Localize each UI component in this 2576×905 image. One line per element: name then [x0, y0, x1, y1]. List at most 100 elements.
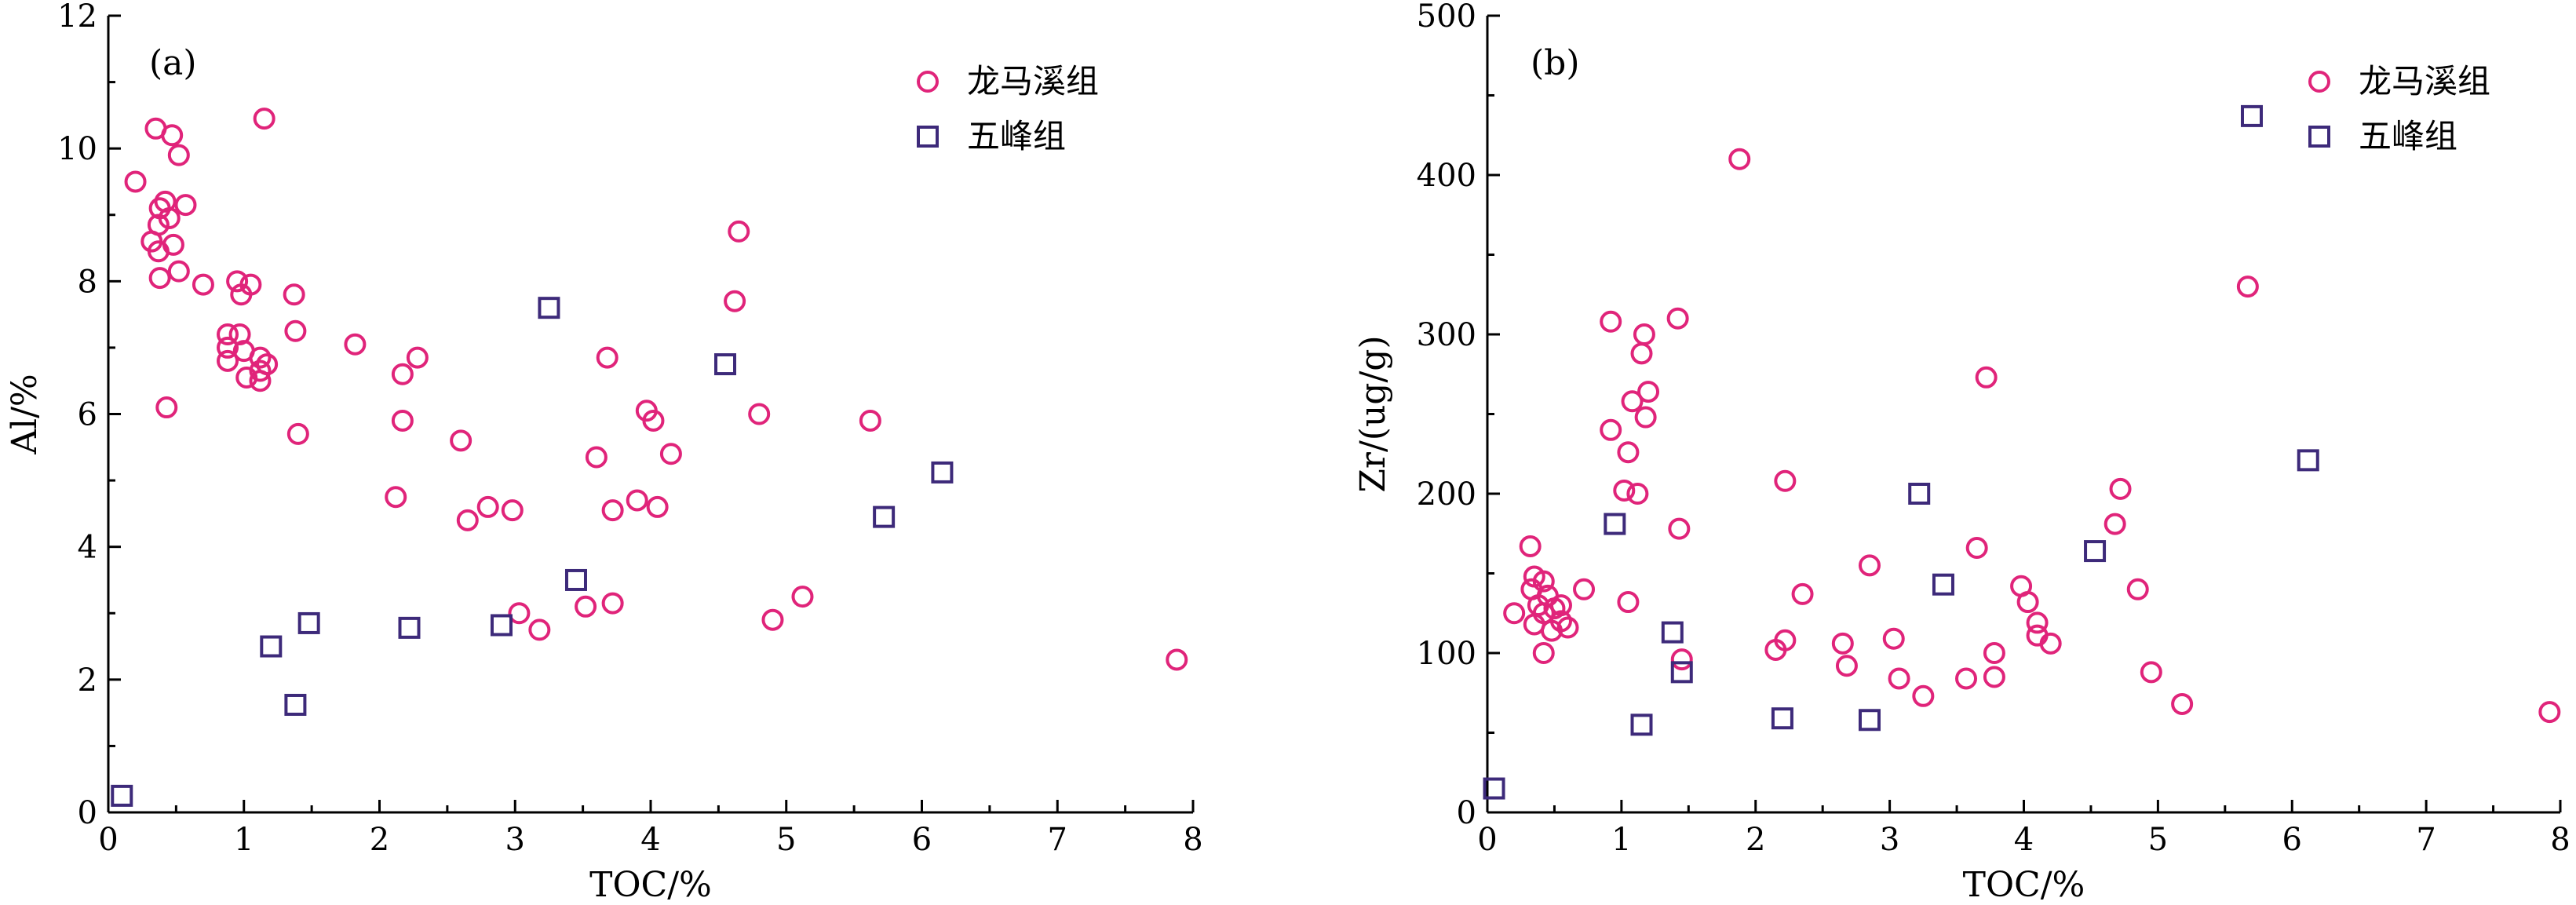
a-data-point [626, 489, 648, 512]
b-x-tick-label: 3 [1880, 822, 1899, 858]
a-data-point [286, 422, 309, 445]
b-data-point [1670, 648, 1693, 671]
b-data-point [2538, 701, 2561, 724]
a-data-point [284, 693, 307, 716]
a-x-tick-label: 0 [98, 822, 118, 858]
a-data-point [456, 509, 479, 531]
a-y-tick-label: 4 [78, 530, 97, 566]
b-data-point [1932, 573, 1954, 596]
b-data-point [1983, 666, 2005, 688]
a-y-axis-title: Al/% [5, 374, 45, 454]
b-data-point [1633, 323, 1655, 345]
a-x-tick-label: 6 [912, 822, 932, 858]
a-data-point [398, 616, 421, 639]
a-x-tick-label: 8 [1183, 822, 1202, 858]
b-data-point [2109, 477, 2132, 500]
b-data-point [2126, 578, 2149, 600]
b-data-point [1835, 655, 1858, 677]
b-y-tick-label: 400 [1417, 158, 1476, 194]
a-data-point [490, 614, 513, 637]
b-data-point [1637, 381, 1660, 403]
a-data-point [155, 396, 178, 419]
a-data-point [167, 144, 190, 166]
b-data-point [2297, 449, 2319, 472]
a-x-tick-label: 7 [1048, 822, 1067, 858]
a-data-point [283, 283, 305, 306]
b-data-point [1503, 602, 1526, 625]
a-data-point [642, 409, 665, 432]
b-data-point [1613, 479, 1636, 502]
a-data-point [538, 297, 560, 319]
a-data-point [450, 429, 473, 452]
a-data-point [728, 220, 750, 243]
b-x-axis-title: TOC/% [1963, 865, 2085, 905]
b-data-point [1774, 629, 1797, 651]
a-x-tick-label: 3 [505, 822, 525, 858]
b-x-tick-label: 4 [2014, 822, 2034, 858]
a-data-point [297, 611, 320, 634]
a-y-tick-label: 10 [57, 131, 97, 167]
b-data-point [1858, 709, 1881, 732]
panel-b-zr-vs-toc: 0 100 200 300 400 500 0 1 2 3 4 5 6 7 8 TOC/% Zr/(ug/g) (… [1353, 0, 2571, 905]
a-x-tick-label: 4 [640, 822, 660, 858]
a-data-point [235, 366, 258, 389]
a-data-point [406, 346, 429, 369]
a-data-point [391, 409, 414, 432]
a-data-point [147, 240, 170, 263]
b-x-tick-label: 0 [1477, 822, 1497, 858]
a-data-point [260, 635, 283, 658]
a-data-point [564, 568, 587, 591]
b-data-point [1666, 307, 1689, 330]
a-data-point [575, 595, 597, 618]
b-data-point [1600, 418, 1622, 441]
b-x-tick-label: 5 [2148, 822, 2168, 858]
a-y-tick-label: 2 [78, 662, 97, 699]
b-legend-marker [2308, 126, 2330, 148]
b-data-point [1630, 342, 1653, 365]
a-legend-marker [917, 126, 939, 148]
b-data-point [1831, 632, 1854, 655]
b-data-point [1532, 642, 1555, 664]
b-data-point [1791, 582, 1814, 605]
b-data-point [1626, 483, 1649, 505]
b-x-tick-label: 8 [2550, 822, 2570, 858]
a-data-point [931, 461, 954, 484]
a-legend-label: 五峰组 [967, 117, 1066, 155]
b-data-point [1549, 594, 1572, 617]
a-data-point [192, 273, 214, 296]
a-data-point [391, 363, 414, 385]
a-data-point [659, 443, 682, 465]
a-legend-marker [917, 71, 939, 93]
b-data-point [1617, 441, 1640, 464]
a-data-point [217, 349, 239, 372]
a-legend-label: 龙马溪组 [967, 62, 1099, 100]
a-data-point [148, 267, 171, 290]
a-data-point [124, 170, 147, 193]
a-y-tick-label: 0 [78, 795, 97, 831]
b-data-point [1912, 684, 1935, 707]
a-data-point [158, 206, 181, 229]
a-data-point [217, 336, 239, 359]
b-y-tick-label: 500 [1417, 0, 1476, 35]
b-x-tick-label: 2 [1746, 822, 1765, 858]
b-data-point [1630, 713, 1653, 736]
a-data-point [791, 586, 814, 608]
b-series-wufeng [1483, 104, 2319, 800]
b-data-point [1983, 642, 2005, 664]
a-series-longmaxi [124, 108, 1188, 671]
a-data-point [385, 486, 407, 509]
a-series-wufeng [111, 297, 954, 807]
a-x-tick-label: 5 [776, 822, 796, 858]
a-data-point [249, 359, 272, 382]
b-data-point [2084, 540, 2107, 563]
a-data-point [284, 319, 307, 342]
a-y-tick-label: 6 [78, 397, 97, 433]
b-data-point [1965, 537, 1988, 560]
a-data-point [1166, 648, 1188, 671]
b-data-point [1882, 627, 1905, 650]
b-data-point [2240, 104, 2263, 127]
a-data-point [585, 446, 608, 469]
a-data-point [724, 290, 746, 312]
